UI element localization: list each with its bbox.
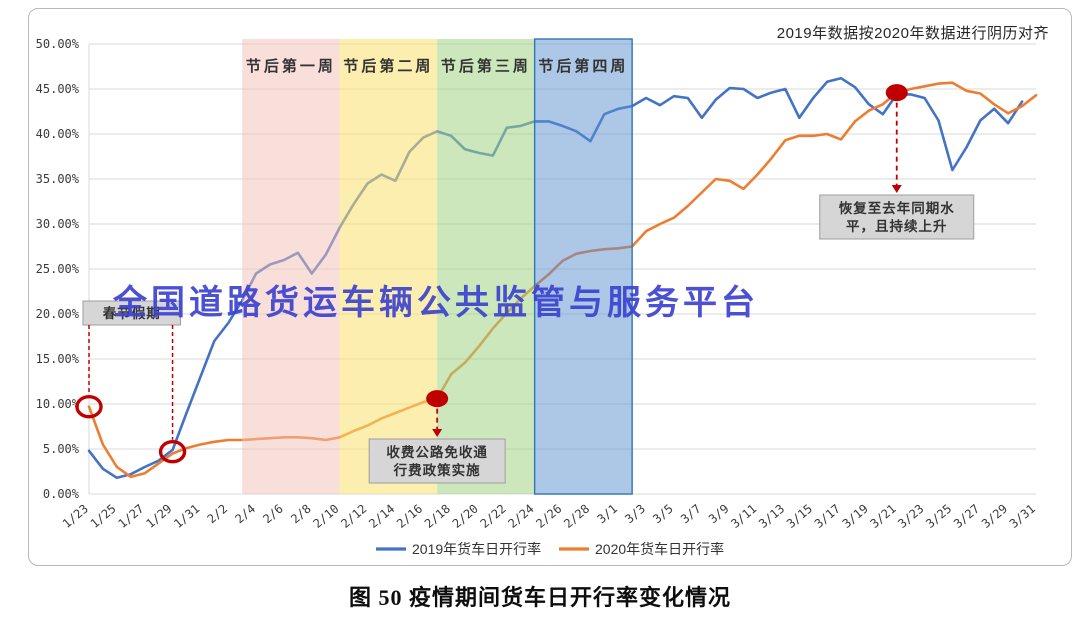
y-axis-tick: 0.00% [43, 487, 80, 501]
x-axis-tick: 2/22 [478, 502, 509, 531]
x-axis-tick: 3/29 [979, 502, 1010, 531]
x-axis-tick: 2/20 [450, 502, 481, 531]
x-axis-tick: 2/10 [310, 502, 341, 531]
y-axis-tick: 45.00% [36, 82, 80, 96]
toll-policy-dot [426, 390, 449, 408]
x-axis-tick: 3/11 [728, 502, 759, 531]
band-label: 节后第一周 [246, 57, 336, 75]
y-axis-tick: 50.00% [36, 37, 80, 51]
spring-festival-label: 春节假期 [102, 305, 161, 321]
x-axis-tick: 2/26 [533, 502, 564, 531]
spring-festival-label-box [82, 300, 182, 326]
legend-label-2019: 2019年货车日开行率 [412, 541, 541, 557]
x-axis-tick: 3/21 [868, 502, 899, 531]
x-axis-tick: 2/14 [366, 502, 397, 531]
x-axis-tick: 2/16 [394, 502, 425, 531]
x-axis-tick: 2/24 [505, 502, 536, 531]
y-axis-tick: 5.00% [43, 442, 80, 456]
y-axis-tick: 40.00% [36, 127, 80, 141]
toll-policy-arrowhead [432, 429, 443, 437]
y-axis-tick: 10.00% [36, 397, 80, 411]
band-label: 节后第三周 [441, 57, 531, 75]
x-axis-tick: 1/27 [115, 502, 146, 531]
x-axis-tick: 1/29 [143, 502, 174, 531]
truck-rate-line-chart: 0.00% 5.00% 10.00% 15.00% 20.00% 25.00% 30.00%… [36, 37, 1038, 557]
band-label: 节后第二周 [343, 57, 433, 75]
x-axis-tick: 3/15 [784, 502, 815, 531]
band-label: 节后第四周 [538, 57, 628, 75]
x-axis-tick: 2/8 [288, 502, 314, 527]
x-axis-tick: 2/18 [422, 502, 453, 531]
highlight-circle-jan29 [158, 440, 187, 464]
x-axis-tick: 1/23 [60, 502, 91, 531]
band-week-3 [437, 39, 535, 494]
highlight-circle-jan23 [75, 395, 103, 419]
y-axis-tick: 15.00% [36, 352, 80, 366]
alignment-note: 2019年数据按2020年数据进行阴历对齐 [776, 25, 1049, 42]
x-axis-tick: 3/13 [756, 502, 787, 531]
x-axis-tick: 3/25 [923, 502, 954, 531]
x-axis-tick: 3/7 [678, 502, 704, 527]
y-axis-tick: 30.00% [36, 217, 80, 231]
x-axis-tick: 3/17 [812, 502, 843, 531]
x-axis-tick: 2/12 [338, 502, 369, 531]
recovery-arrowhead [891, 185, 902, 193]
figure-caption: 图 50 疫情期间货车日开行率变化情况 [348, 585, 731, 610]
recovery-dot [885, 84, 908, 102]
x-axis-tick: 3/23 [895, 502, 926, 531]
legend-label-2020: 2020年货车日开行率 [595, 541, 724, 557]
x-axis-tick: 3/1 [595, 502, 621, 527]
y-axis-tick: 20.00% [36, 307, 80, 321]
x-axis-tick: 3/19 [840, 502, 871, 531]
x-axis-tick: 2/2 [205, 502, 231, 527]
toll-policy-label-box [368, 438, 506, 484]
x-axis-tick: 2/6 [260, 502, 286, 527]
x-axis-tick: 2/4 [232, 502, 258, 527]
x-axis-tick: 1/31 [171, 502, 202, 531]
x-axis-tick: 3/5 [650, 502, 676, 527]
y-axis-tick: 25.00% [36, 262, 80, 276]
x-axis-tick: 3/27 [951, 502, 982, 531]
x-axis-tick: 2/28 [561, 502, 592, 531]
toll-policy-label: 行费政策实施 [393, 462, 481, 478]
band-week-4 [533, 38, 633, 495]
x-axis-tick: 3/3 [622, 502, 648, 527]
x-axis-tick: 3/9 [706, 502, 732, 527]
x-axis-tick: 3/31 [1007, 502, 1038, 531]
band-week-2 [339, 39, 438, 494]
recovery-label: 恢复至去年同期水 [839, 200, 955, 216]
band-week-1 [242, 39, 340, 494]
chart-card: 0.00% 5.00% 10.00% 15.00% 20.00% 25.00% 30.00%… [28, 8, 1072, 566]
recovery-label-box [819, 194, 975, 240]
recovery-label: 平，且持续上升 [846, 218, 948, 234]
y-axis-tick: 35.00% [36, 172, 80, 186]
toll-policy-label: 收费公路免收通 [386, 444, 488, 460]
x-axis-tick: 1/25 [88, 502, 119, 531]
